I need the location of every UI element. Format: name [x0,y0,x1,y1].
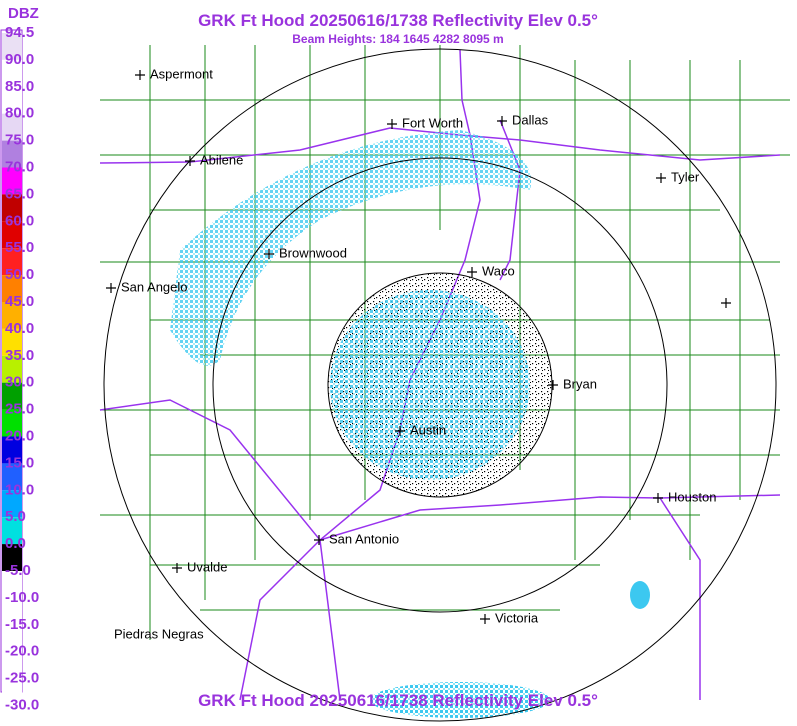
legend-label: -20.0 [5,643,39,660]
city-label: Fort Worth [402,115,463,130]
legend-swatch [2,194,22,222]
legend-swatch [2,544,22,571]
legend-label: 40.0 [5,320,34,337]
title: GRK Ft Hood 20250616/1738 Reflectivity E… [198,11,598,30]
city-marker [653,493,663,503]
legend-label: 25.0 [5,401,34,418]
legend-label: -5.0 [5,562,31,579]
legend-swatch [2,409,22,437]
legend-swatch [2,33,22,60]
city-marker [656,173,666,183]
city-marker [467,267,477,277]
city-label: Austin [410,422,446,437]
city-label: Dallas [512,112,549,127]
legend-label: 55.0 [5,239,34,256]
echoes [170,130,650,718]
city-marker [497,116,507,126]
legend-swatch [2,678,22,706]
legend-swatch [2,517,22,545]
legend-swatch [2,167,22,195]
legend-swatch [2,328,22,356]
legend-label: 5.0 [5,508,26,525]
legend-swatch [2,221,22,249]
legend-swatch [2,651,22,679]
legend-label: -30.0 [5,696,39,713]
legend-label: 0.0 [5,535,26,552]
legend-label: -10.0 [5,589,39,606]
city-marker [480,614,490,624]
legend-swatch [2,382,22,410]
legend-label: 94.5 [5,24,34,41]
legend-label: 80.0 [5,105,34,122]
legend-label: 15.0 [5,454,34,471]
city-marker [548,380,558,390]
legend-swatch [2,140,22,168]
legend-swatch [2,355,22,383]
legend-label: 90.0 [5,51,34,68]
legend-swatch [2,597,22,625]
city-label: Bryan [563,376,597,391]
city-label: Uvalde [187,559,227,574]
legend-label: 45.0 [5,293,34,310]
legend-label: 85.0 [5,78,34,95]
city-marker [135,70,145,80]
legend-title: DBZ [8,5,39,22]
city-label: San Angelo [121,279,188,294]
city-marker [395,426,405,436]
city-label: Waco [482,263,515,278]
legend-swatch [2,624,22,652]
city-label: Tyler [671,169,700,184]
city-label: Victoria [495,610,539,625]
legend-swatch [2,571,22,598]
legend-swatch [2,463,22,491]
city-marker [264,249,274,259]
legend-label: 35.0 [5,347,34,364]
city-label: Aspermont [150,66,213,81]
footer-title: GRK Ft Hood 20250616/1738 Reflectivity E… [198,691,598,710]
legend-label: 60.0 [5,212,34,229]
subtitle: Beam Heights: 184 1645 4282 8095 m [292,32,503,46]
city-marker [185,156,195,166]
legend-swatch [2,113,22,141]
legend-label: 75.0 [5,132,34,149]
cities: Aspermont Fort Worth Dallas Abilene Tyler Bro… [106,66,731,641]
legend-swatch [2,490,22,518]
legend-swatch [2,86,22,114]
city-marker [721,298,731,308]
legend-label: -15.0 [5,616,39,633]
legend-swatch [2,302,22,329]
legend-swatch [2,436,22,464]
city-marker [172,563,182,573]
city-label: Piedras Negras [114,626,204,641]
legend-swatch [2,275,22,302]
city-marker [387,119,397,129]
legend-label: 10.0 [5,481,34,498]
legend: 94.5 90.0 85.0 80.0 75.0 70.0 65.0 60.0 55.0 50.0… [2,24,39,713]
legend-label: 30.0 [5,374,34,391]
legend-label: 20.0 [5,427,34,444]
legend-label: 50.0 [5,266,34,283]
legend-label: 65.0 [5,185,34,202]
legend-swatch [2,248,22,276]
city-marker [314,535,324,545]
city-marker [106,283,116,293]
legend-label: -25.0 [5,670,39,687]
city-label: Brownwood [279,245,347,260]
city-label: Houston [668,489,716,504]
legend-label: 70.0 [5,158,34,175]
city-label: Abilene [200,152,243,167]
city-label: San Antonio [329,531,399,546]
legend-swatch [2,59,22,87]
